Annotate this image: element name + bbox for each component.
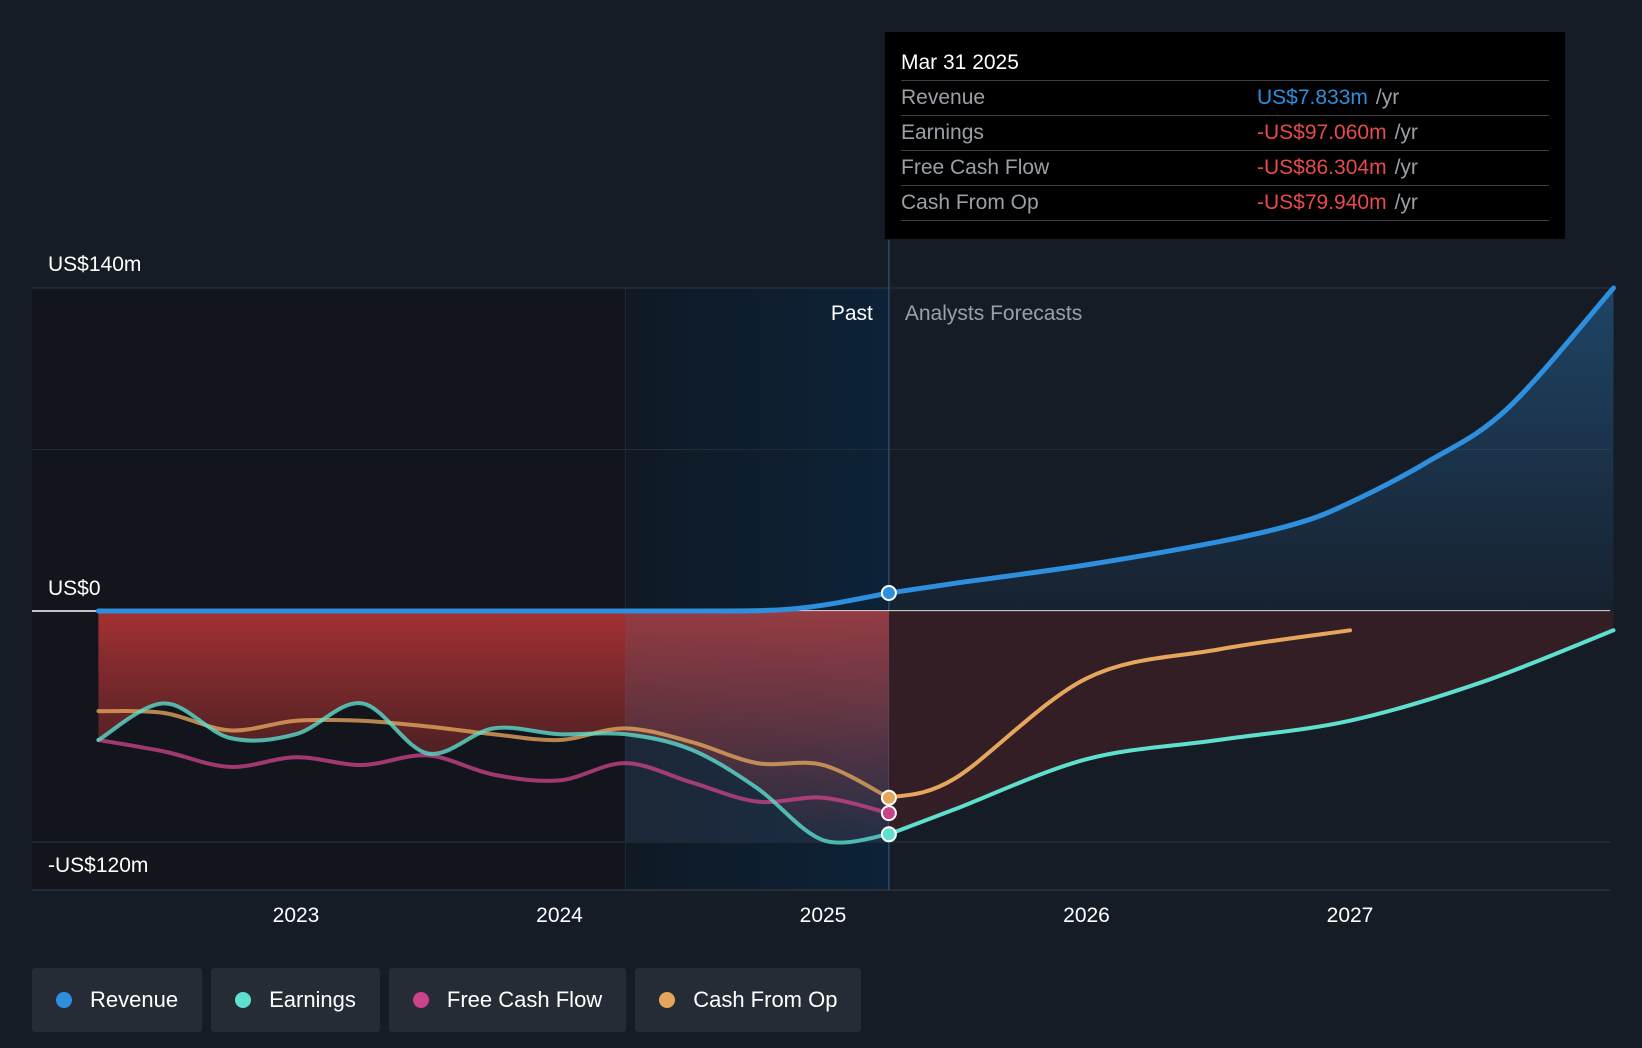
tooltip-label: Earnings: [901, 121, 984, 144]
forecast-label: Analysts Forecasts: [905, 302, 1082, 325]
tooltip-unit: /yr: [1375, 86, 1400, 109]
legend-label: Free Cash Flow: [446, 987, 603, 1012]
legend-item-earnings[interactable]: Earnings: [211, 968, 380, 1032]
legend-dot-icon: [412, 992, 429, 1008]
legend-label: Revenue: [90, 987, 179, 1012]
tooltip-unit: /yr: [1394, 121, 1418, 144]
x-tick-label: 2025: [800, 904, 847, 927]
cash-from-op-line-past: [96, 708, 891, 800]
tooltip-row-revenue: Revenue US$7.833m /yr: [901, 81, 1549, 116]
y-tick-label: US$0: [48, 577, 101, 600]
past-label: Past: [831, 302, 873, 325]
free-cash-flow-line-past: [96, 738, 891, 816]
tooltip-unit: /yr: [1394, 191, 1418, 214]
x-tick-label: 2023: [273, 904, 320, 927]
revenue-marker: [880, 585, 897, 602]
legend-dot-icon: [56, 992, 72, 1008]
tooltip-value: -US$86.304m: [1257, 156, 1387, 179]
loss-area-forecast: [888, 611, 1614, 835]
tooltip-unit: /yr: [1394, 156, 1418, 179]
tooltip-value: -US$97.060m: [1257, 121, 1387, 144]
free-cash-flow-marker: [880, 805, 897, 822]
revenue-line-past: [95, 590, 892, 614]
tooltip: Mar 31 2025 Revenue US$7.833m /yr Earnin…: [885, 32, 1565, 239]
earnings-marker: [880, 826, 897, 843]
earnings-line-past: [96, 701, 891, 845]
chart-svg: US$140m US$0 -US$120m Past Analysts Forecast…: [32, 240, 1616, 927]
earnings-line-forecast: [886, 628, 1616, 837]
legend-label: Cash From Op: [693, 987, 838, 1012]
tooltip-date: Mar 31 2025: [901, 46, 1549, 81]
x-tick-label: 2024: [536, 904, 583, 927]
cash-from-op-marker: [880, 789, 897, 806]
legend-item-revenue[interactable]: Revenue: [32, 968, 203, 1032]
tooltip-label: Free Cash Flow: [901, 156, 1050, 179]
highlight-loss-tint: [625, 611, 889, 841]
x-tick-label: 2027: [1327, 904, 1374, 927]
legend-item-free-cash-flow[interactable]: Free Cash Flow: [388, 968, 627, 1032]
revenue-line-forecast: [886, 285, 1616, 596]
tooltip-row-cash-from-op: Cash From Op -US$79.940m /yr: [901, 186, 1549, 221]
tooltip-row-earnings: Earnings -US$97.060m /yr: [901, 116, 1549, 151]
y-tick-label: -US$120m: [48, 854, 148, 877]
revenue-area-forecast: [888, 288, 1614, 611]
x-tick-label: 2026: [1063, 904, 1110, 927]
tooltip-label: Cash From Op: [901, 191, 1039, 214]
tooltip-row-free-cash-flow: Free Cash Flow -US$86.304m /yr: [901, 151, 1549, 186]
tooltip-value: -US$79.940m: [1257, 191, 1387, 214]
legend-dot-icon: [235, 992, 252, 1008]
tooltip-label: Revenue: [901, 86, 986, 109]
legend: Revenue Earnings Free Cash Flow Cash Fro…: [32, 968, 862, 1032]
legend-item-cash-from-op[interactable]: Cash From Op: [635, 968, 862, 1032]
legend-dot-icon: [659, 992, 676, 1008]
legend-label: Earnings: [269, 987, 356, 1012]
y-tick-label: US$140m: [48, 253, 141, 276]
cash-from-op-line-forecast: [886, 628, 1352, 800]
tooltip-value: US$7.833m: [1257, 86, 1368, 109]
